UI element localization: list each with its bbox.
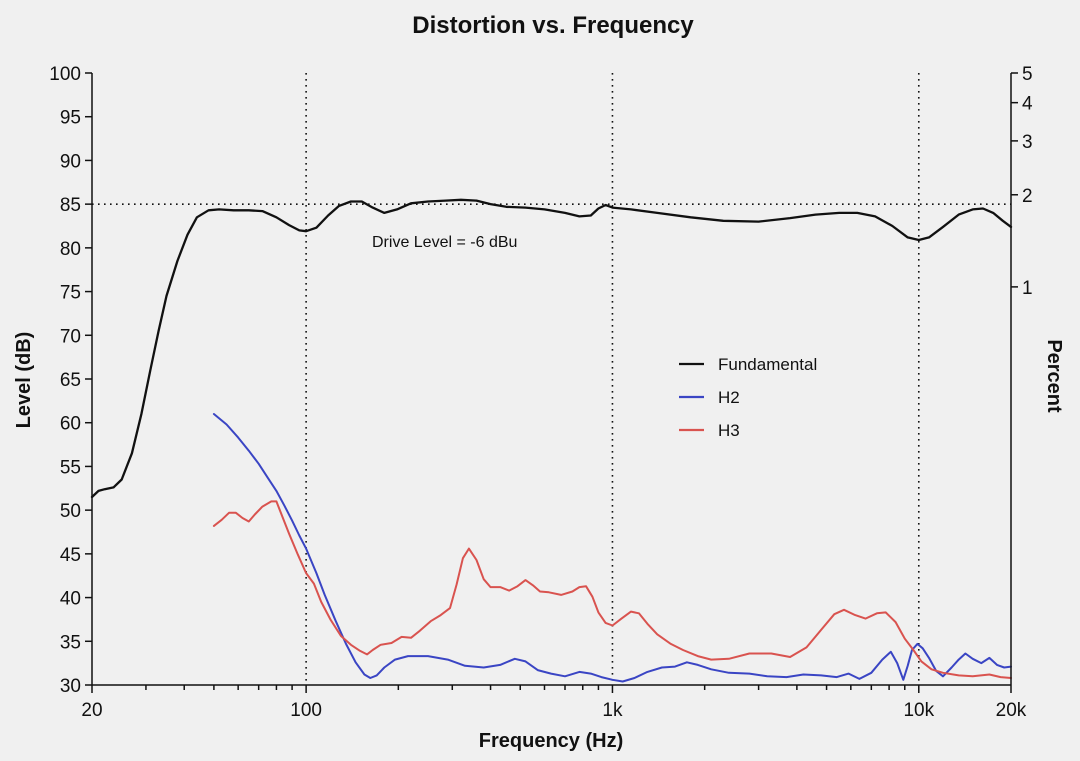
- y-tick-label: 100: [49, 64, 81, 85]
- y-tick-label: 35: [60, 632, 81, 653]
- plot-series: [90, 198, 1013, 683]
- legend-label-fundamental: Fundamental: [718, 355, 817, 374]
- y2-tick-label: 1: [1022, 278, 1033, 299]
- y-tick-label: 65: [60, 370, 81, 391]
- y-tick-label: 30: [60, 676, 81, 697]
- legend-label-h3: H3: [718, 421, 740, 440]
- y-tick-label: 40: [60, 589, 81, 610]
- y2-tick-label: 2: [1022, 186, 1033, 207]
- legend-label-h2: H2: [718, 388, 740, 407]
- y-axis-label: Level (dB): [13, 332, 35, 429]
- y-tick-label: 45: [60, 545, 81, 566]
- y-tick-label: 60: [60, 414, 81, 435]
- series-line-fundamental: [90, 198, 1013, 499]
- y2-tick-label: 4: [1022, 94, 1033, 115]
- series-line-h2: [212, 413, 1012, 683]
- x-tick-label: 1k: [602, 700, 623, 721]
- x-axis-label: Frequency (Hz): [479, 730, 623, 752]
- x-tick-label: 20k: [996, 700, 1027, 721]
- y-tick-label: 50: [60, 501, 81, 522]
- y2-tick-label: 5: [1022, 64, 1033, 85]
- axes: 100 95 90 85 80 75 70 65 60 55 50 45 40 35 30 5 4 3 2 1 20 10…: [49, 64, 1033, 721]
- y-tick-label: 90: [60, 151, 81, 172]
- y-tick-label: 55: [60, 457, 81, 478]
- reference-lines: [92, 73, 1011, 685]
- chart-title: Distortion vs. Frequency: [412, 12, 694, 39]
- y2-axis-label: Percent: [1043, 339, 1065, 413]
- x-tick-label: 10k: [903, 700, 934, 721]
- y-tick-label: 75: [60, 283, 81, 304]
- legend: Fundamental H2 H3: [679, 355, 817, 440]
- drive-level-annotation: Drive Level = -6 dBu: [372, 234, 517, 251]
- x-tick-label: 20: [81, 700, 102, 721]
- y-tick-label: 95: [60, 108, 81, 129]
- series-line-h3: [212, 500, 1012, 679]
- y-tick-label: 85: [60, 195, 81, 216]
- y-tick-label: 80: [60, 239, 81, 260]
- y-tick-label: 70: [60, 326, 81, 347]
- x-tick-label: 100: [290, 700, 322, 721]
- y2-tick-label: 3: [1022, 132, 1033, 153]
